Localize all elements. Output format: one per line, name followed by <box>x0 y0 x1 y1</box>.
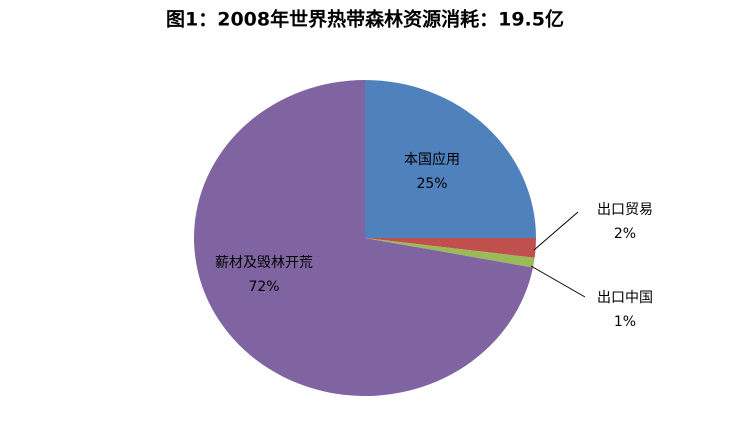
slice-label: 出口中国 <box>597 290 653 306</box>
value-label: 2% <box>614 226 636 242</box>
value-label: 72% <box>248 279 279 295</box>
pie-slice <box>365 238 536 258</box>
value-label: 25% <box>416 176 447 192</box>
slice-label: 出口贸易 <box>597 202 653 218</box>
pie-slice <box>365 80 536 238</box>
leader-line <box>533 211 579 251</box>
pie-slice <box>194 80 533 396</box>
value-label: 1% <box>614 314 636 330</box>
slice-label: 薪材及毁林开荒 <box>215 255 313 271</box>
leader-line <box>530 265 586 298</box>
pie-slice <box>365 238 535 268</box>
slice-label: 本国应用 <box>404 151 460 168</box>
chart-title: 图1：2008年世界热带森林资源消耗：19.5亿 <box>166 8 564 31</box>
